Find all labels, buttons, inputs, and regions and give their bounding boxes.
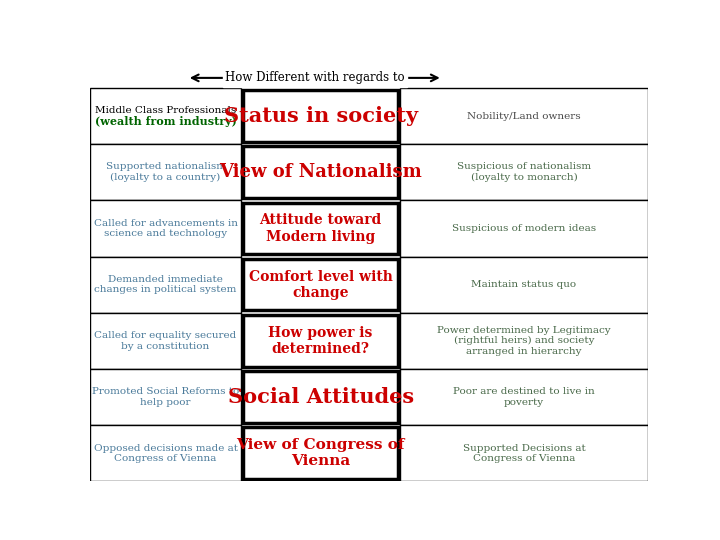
Bar <box>90 256 241 313</box>
Bar <box>400 369 648 425</box>
Bar <box>90 425 241 481</box>
Text: Supported nationalism
(loyalty to a country): Supported nationalism (loyalty to a coun… <box>106 163 225 182</box>
Text: Promoted Social Reforms to
help poor: Promoted Social Reforms to help poor <box>92 387 239 407</box>
Bar <box>400 200 648 256</box>
Text: Maintain status quo: Maintain status quo <box>472 280 577 289</box>
Bar <box>400 425 648 481</box>
Bar <box>400 144 648 200</box>
Bar <box>90 369 241 425</box>
Text: Supported Decisions at
Congress of Vienna: Supported Decisions at Congress of Vienn… <box>463 443 585 463</box>
Text: Opposed decisions made at
Congress of Vienna: Opposed decisions made at Congress of Vi… <box>94 443 238 463</box>
Text: Called for equality secured
by a constitution: Called for equality secured by a constit… <box>94 331 237 350</box>
Text: Suspicious of modern ideas: Suspicious of modern ideas <box>452 224 596 233</box>
Text: Comfort level with
change: Comfort level with change <box>248 269 392 300</box>
Text: Attitude toward
Modern living: Attitude toward Modern living <box>259 213 382 244</box>
Bar <box>243 315 397 367</box>
Bar <box>243 146 397 198</box>
Text: Middle Class Professionals: Middle Class Professionals <box>95 106 236 115</box>
Text: Demanded immediate
changes in political system: Demanded immediate changes in political … <box>94 275 237 294</box>
Text: Poor are destined to live in
poverty: Poor are destined to live in poverty <box>453 387 595 407</box>
Text: View of Nationalism: View of Nationalism <box>219 163 422 181</box>
Bar <box>90 313 241 369</box>
Bar <box>90 144 241 200</box>
Text: Social Attitudes: Social Attitudes <box>228 387 413 407</box>
Bar <box>243 428 397 479</box>
Text: Suspicious of nationalism
(loyalty to monarch): Suspicious of nationalism (loyalty to mo… <box>457 163 591 182</box>
Bar <box>400 88 648 144</box>
Bar <box>400 313 648 369</box>
Text: Status in society: Status in society <box>224 106 418 126</box>
Bar <box>90 200 241 256</box>
Bar <box>243 90 397 142</box>
Bar <box>243 259 397 310</box>
Bar <box>243 202 397 254</box>
Text: View of Congress of
Vienna: View of Congress of Vienna <box>236 438 405 468</box>
Text: Power determined by Legitimacy
(rightful heirs) and society
arranged in hierarch: Power determined by Legitimacy (rightful… <box>437 326 611 356</box>
Bar <box>243 372 397 423</box>
Text: How Different with regards to: How Different with regards to <box>225 71 405 84</box>
Bar <box>400 256 648 313</box>
Text: Called for advancements in
science and technology: Called for advancements in science and t… <box>94 219 238 238</box>
Bar <box>90 88 241 144</box>
Text: How power is
determined?: How power is determined? <box>269 326 373 356</box>
Text: Nobility/Land owners: Nobility/Land owners <box>467 111 581 120</box>
Text: (wealth from industry): (wealth from industry) <box>95 116 236 127</box>
